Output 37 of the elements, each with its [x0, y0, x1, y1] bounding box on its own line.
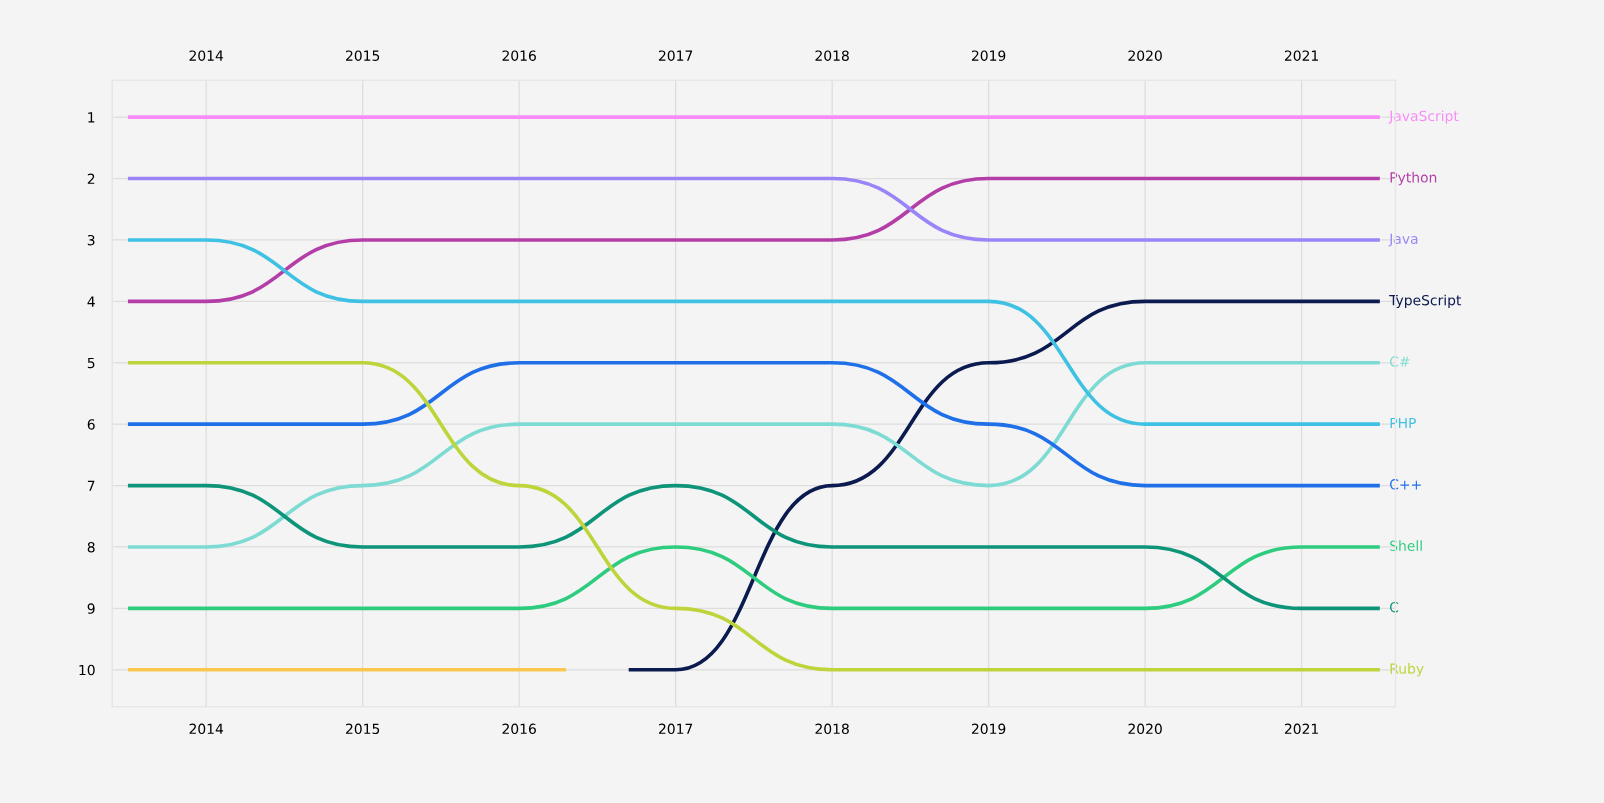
x-tick-label: 2017	[658, 723, 693, 735]
series-label: Shell	[1390, 540, 1422, 552]
y-tick-label: 7	[87, 480, 95, 491]
x2-tick-label: 2018	[815, 50, 849, 61]
series-label: JavaScript	[1388, 110, 1459, 124]
y-tick-label: 2	[87, 173, 95, 184]
x-tick-label: 2021	[1284, 723, 1318, 735]
y-tick-label: 8	[87, 541, 95, 553]
x2-tick-label: 2021	[1284, 50, 1318, 61]
series-label: C#	[1390, 356, 1410, 367]
y-tick-label: 1	[88, 112, 95, 123]
x-tick-label: 2018	[815, 723, 849, 735]
y-tick-label: 9	[87, 603, 95, 614]
x2-tick-label: 2019	[971, 50, 1006, 61]
x-tick-label: 2019	[971, 723, 1006, 735]
x2-tick-label: 2014	[189, 50, 224, 61]
series-label: PHP	[1390, 417, 1416, 429]
y-tick-label: 10	[79, 664, 95, 676]
x-tick-label: 2015	[346, 723, 380, 735]
x-tick-label: 2020	[1128, 723, 1162, 735]
series-label: TypeScript	[1389, 294, 1462, 309]
line-series	[126, 360, 1382, 672]
y-tick-label: 3	[87, 234, 95, 246]
x2-tick-label: 2020	[1128, 50, 1162, 61]
x2-tick-label: 2017	[658, 50, 693, 61]
x2-tick-label: 2016	[502, 50, 536, 61]
x-tick-label: 2016	[502, 723, 536, 735]
series-label: C++	[1390, 479, 1421, 490]
line-series	[126, 360, 1382, 549]
series-label: Python	[1390, 171, 1437, 186]
line-series	[626, 299, 1382, 672]
x2-tick-label: 2015	[346, 50, 380, 61]
y-tick-label: 4	[87, 296, 95, 307]
series-label: Java	[1388, 233, 1418, 247]
y-tick-label: 5	[87, 357, 95, 369]
x-tick-label: 2014	[189, 723, 224, 735]
y-tick-label: 6	[87, 419, 95, 430]
